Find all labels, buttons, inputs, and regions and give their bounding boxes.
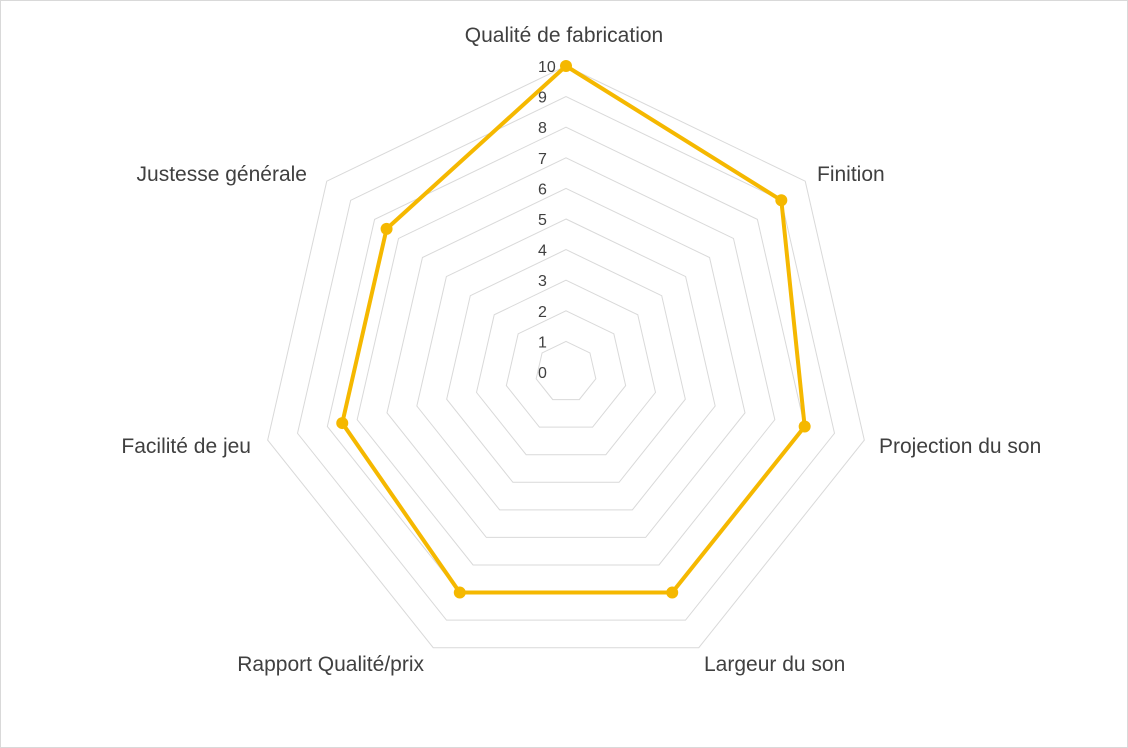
grid-ring-3: [475, 279, 657, 456]
category-label: Justesse générale: [137, 163, 307, 186]
data-series: [336, 60, 811, 599]
grid-ring-10: [267, 65, 865, 649]
radar-grid: [267, 65, 865, 649]
category-label: Rapport Qualité/prix: [237, 653, 424, 676]
category-labels: Qualité de fabrication Finition Projection…: [121, 24, 1041, 676]
tick-label: 1: [538, 334, 547, 351]
category-label: Qualité de fabrication: [465, 24, 663, 47]
data-point: [775, 194, 788, 207]
grid-ring-4: [446, 249, 686, 483]
category-label: Projection du son: [879, 435, 1041, 458]
radial-tick-labels: 0 1 2 3 4 5 6 7 8 9 10: [538, 59, 556, 382]
grid-ring-5: [416, 218, 716, 511]
grid-ring-2: [505, 310, 627, 428]
tick-label: 8: [538, 120, 547, 137]
data-point: [380, 222, 393, 235]
category-label: Finition: [817, 163, 885, 186]
data-point: [560, 60, 572, 72]
grid-ring-6: [386, 187, 746, 538]
series-line: [340, 64, 807, 595]
tick-label: 7: [538, 151, 547, 168]
tick-label: 4: [538, 243, 547, 260]
tick-label: 10: [538, 59, 556, 76]
grid-ring-9: [296, 96, 836, 621]
tick-label: 5: [538, 212, 547, 229]
data-point: [666, 586, 679, 599]
category-label: Facilité de jeu: [121, 435, 251, 458]
data-point: [798, 420, 811, 433]
tick-label: 3: [538, 273, 547, 290]
tick-label: 9: [538, 90, 547, 107]
tick-label: 2: [538, 304, 547, 321]
category-label: Largeur du son: [704, 653, 845, 676]
data-point: [453, 586, 466, 599]
tick-label: 6: [538, 181, 547, 198]
data-point: [336, 417, 349, 430]
grid-ring-7: [356, 157, 776, 566]
grid-ring-1: [535, 340, 597, 401]
tick-label: 0: [538, 365, 547, 382]
